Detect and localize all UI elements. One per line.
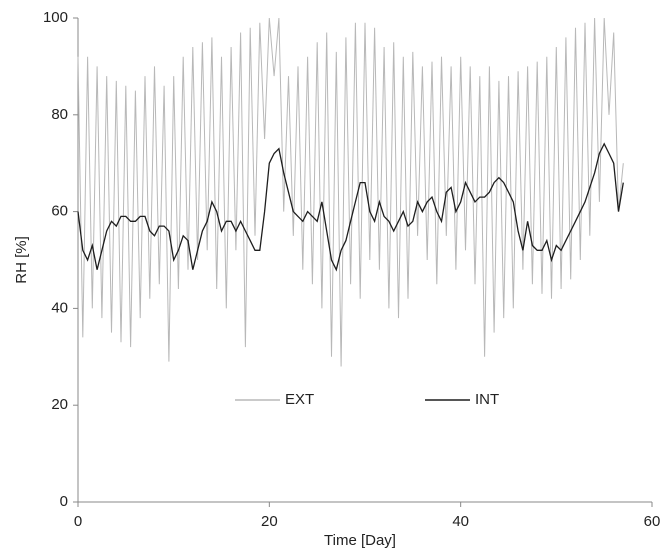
x-axis-label: Time [Day] (324, 532, 396, 549)
line-series (77, 17, 624, 367)
y-tick-label: 40 (51, 299, 68, 316)
y-tick-label: 100 (43, 9, 68, 26)
line-series (77, 142, 624, 272)
legend-label: INT (475, 391, 499, 408)
x-tick-label: 0 (74, 513, 82, 530)
y-tick-label: 60 (51, 203, 68, 220)
x-tick-label: 60 (644, 513, 661, 530)
y-tick-label: 0 (60, 493, 68, 510)
legend-label: EXT (285, 391, 314, 408)
y-tick-label: 80 (51, 106, 68, 123)
y-tick-label: 20 (51, 396, 68, 413)
y-axis-label: RH [%] (13, 236, 30, 284)
x-tick-label: 20 (261, 513, 278, 530)
x-tick-label: 40 (452, 513, 469, 530)
